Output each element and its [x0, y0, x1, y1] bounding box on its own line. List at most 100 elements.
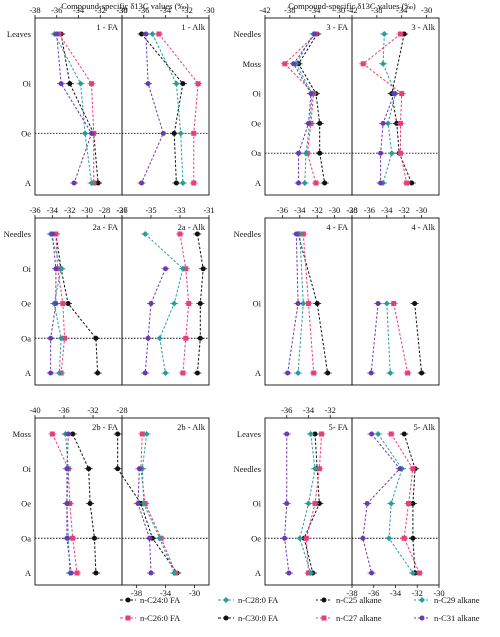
data-point-c28: [77, 80, 84, 87]
panel-frame-fa: [264, 17, 353, 196]
x-tick-label: -34: [160, 5, 172, 15]
category-label: Oe: [21, 299, 31, 309]
legend-label: n-C30:0 FA: [238, 613, 279, 623]
x-tick-label: -34: [396, 5, 408, 15]
panel-title: 3 - FA: [326, 22, 348, 32]
data-point-c28: [380, 60, 387, 67]
data-point-c30: [143, 31, 149, 37]
legend-swatch-marker: [223, 615, 229, 621]
legend-swatch-marker: [223, 597, 229, 603]
data-point-c26: [397, 150, 403, 156]
data-point-c30: [380, 120, 386, 126]
series-line-c26: [158, 33, 199, 183]
x-tick-label: -32: [399, 205, 410, 215]
panel-title: 5- Alk: [414, 422, 436, 432]
panel-title: 2b - FA: [92, 422, 119, 432]
data-point-c28: [383, 300, 390, 307]
category-label: Leaves: [7, 29, 31, 39]
data-point-c28: [177, 130, 184, 137]
x-tick-label: -34: [160, 588, 172, 598]
x-tick-label: -30: [421, 5, 432, 15]
category-label: A: [25, 368, 32, 378]
data-point-c30: [293, 231, 299, 237]
x-tick-label: -42: [259, 5, 270, 15]
category-label: Oa: [21, 333, 31, 343]
series-line-c24: [117, 434, 178, 574]
panel-frame-fa: [34, 217, 123, 386]
panel-frame-alk: [121, 417, 210, 586]
data-point-c26: [391, 301, 397, 306]
series-line-c26: [393, 303, 409, 374]
legend-swatch-marker: [125, 597, 131, 603]
data-point-c24: [65, 301, 71, 306]
panel-frame-alk: [351, 217, 440, 386]
x-tick-label: -34: [309, 5, 321, 15]
data-point-c26: [49, 431, 55, 437]
category-label: Oi: [253, 299, 262, 309]
data-point-c24: [410, 535, 416, 541]
x-tick-label: -37: [116, 205, 127, 215]
panel-frame-fa: [34, 417, 123, 586]
data-point-c26: [195, 81, 201, 87]
data-point-c24: [317, 120, 323, 126]
chart-group-5: -36 -34 -32 5- FA -38 -36 -34 -32 -30 5- Alk Leave…: [234, 405, 445, 598]
x-tick-label: -38: [346, 588, 357, 598]
legend-swatch-marker: [321, 615, 327, 621]
category-label: Oe: [251, 118, 261, 128]
data-point-c30: [148, 301, 154, 306]
data-point-c26: [311, 370, 317, 376]
x-tick-label: -36: [58, 405, 69, 415]
legend-swatch-marker: [321, 597, 327, 603]
data-point-c28: [143, 431, 150, 437]
data-point-c28: [301, 180, 308, 186]
data-point-c28: [387, 370, 394, 376]
data-point-c30: [368, 370, 374, 376]
panel-title: 1 - Alk: [181, 22, 205, 32]
data-point-c30: [312, 31, 318, 37]
category-label: Leaves: [237, 429, 261, 439]
category-label: Oe: [251, 533, 261, 543]
data-point-c26: [60, 301, 66, 306]
x-tick-label: -36: [29, 205, 40, 215]
data-point-c28: [162, 370, 169, 376]
x-tick-label: -28: [99, 205, 110, 215]
panel-title: 5- FA: [329, 422, 349, 432]
x-tick-label: -26: [116, 205, 127, 215]
panel-frame-alk: [351, 417, 440, 586]
series-line-c26: [58, 33, 95, 183]
x-tick-label: -30: [329, 205, 340, 215]
chart-group-4: -36 -34 -32 -30 -28 4 - FA -38 -36 -34 -32 -30 4 - …: [234, 205, 440, 386]
data-point-c30: [147, 535, 153, 541]
category-label: Oe: [21, 499, 31, 509]
x-tick-label: -34: [73, 5, 85, 15]
data-point-c30: [295, 301, 301, 306]
data-point-c30: [282, 535, 288, 541]
data-point-c28: [156, 335, 163, 342]
data-point-c24: [95, 370, 101, 376]
x-tick-label: -38: [131, 588, 142, 598]
x-tick-label: -34: [47, 205, 59, 215]
series-line-c24: [297, 33, 326, 184]
data-point-c24: [317, 150, 323, 156]
legend: n-C24:0 FA n-C28:0 FA n-C25 alkane n-C29 al…: [120, 595, 480, 623]
chart-group-3: -42 -38 -34 -30 3 - FA -42 -38 -34 -30 3 - Alk Nee…: [234, 5, 440, 196]
data-point-c24: [322, 180, 328, 186]
data-point-c30: [291, 61, 297, 67]
data-point-c24: [115, 431, 121, 437]
x-tick-label: -38: [371, 5, 382, 15]
x-tick-label: -32: [182, 5, 193, 15]
data-point-c30: [145, 81, 151, 87]
data-point-c26: [306, 301, 311, 306]
data-point-c24: [200, 266, 206, 272]
data-point-c30: [285, 370, 291, 376]
x-tick-label: -32: [95, 5, 106, 15]
x-tick-label: -30: [433, 588, 444, 598]
data-point-c30: [369, 431, 375, 437]
x-tick-label: -36: [277, 205, 288, 215]
x-tick-label: -34: [294, 205, 306, 215]
category-label: A: [255, 178, 262, 188]
data-point-c28: [388, 150, 395, 157]
data-point-c24: [139, 31, 145, 37]
legend-swatch-marker: [419, 615, 425, 621]
x-tick-label: -42: [346, 5, 357, 15]
